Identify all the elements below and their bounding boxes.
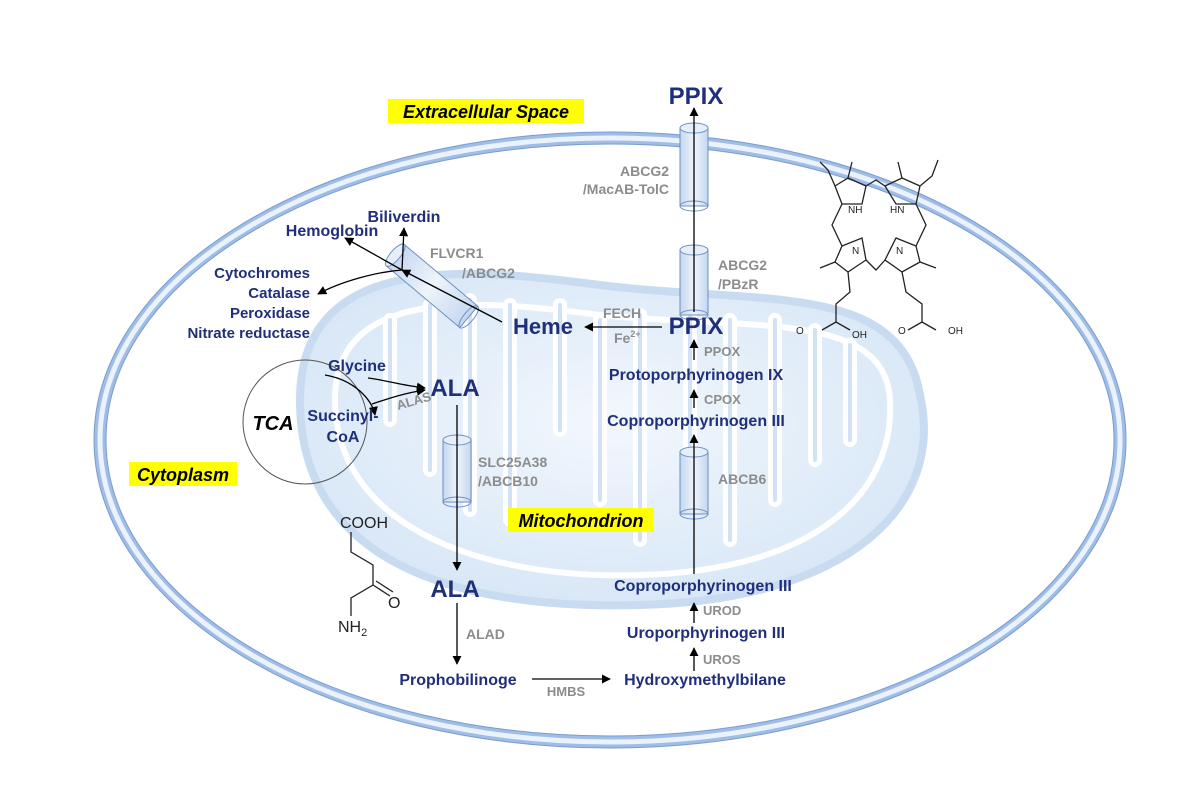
abcg2-pbzr-line2: /PBzR xyxy=(718,276,758,292)
mitochondrion-label: Mitochondrion xyxy=(519,511,644,531)
fe-label: Fe2+ xyxy=(614,329,641,346)
tca-cycle-circle xyxy=(242,359,368,485)
cytoplasm-highlight xyxy=(129,462,237,486)
oh-label-2: OH xyxy=(948,326,963,337)
fech-label: FECH xyxy=(603,305,641,321)
hemoglobin-label: Hemoglobin xyxy=(286,223,378,240)
cytoplasm-label: Cytoplasm xyxy=(137,465,229,485)
hn-label-2: HN xyxy=(890,205,904,216)
succinyl-coa-line2: CoA xyxy=(327,429,360,446)
protoporphyrin-structure: NH HN N N O OH O OH xyxy=(796,159,963,341)
peroxidase-label: Peroxidase xyxy=(230,305,310,322)
hmbs-label: HMBS xyxy=(547,684,586,699)
ala-mitochondrial: ALA xyxy=(430,375,479,402)
slc25a38-line2: /ABCB10 xyxy=(478,473,538,489)
extracellular-label: Extracellular Space xyxy=(403,102,569,122)
abcg2-pbzr-line1: ABCG2 xyxy=(718,257,767,273)
extracellular-highlight xyxy=(388,99,584,123)
cytochromes-label: Cytochromes xyxy=(214,265,310,282)
ppix-extracellular: PPIX xyxy=(669,83,724,110)
abcg2-macab-line2: /MacAB-TolC xyxy=(583,181,669,197)
abcb6-label: ABCB6 xyxy=(718,471,766,487)
flvcr1-line1: FLVCR1 xyxy=(430,245,484,261)
ppox-label: PPOX xyxy=(704,344,740,359)
urod-label: UROD xyxy=(703,603,741,618)
ppix-mitochondrial: PPIX xyxy=(669,313,724,340)
heme-label: Heme xyxy=(513,314,573,339)
uros-label: UROS xyxy=(703,652,741,667)
prophobilinogen-label: Prophobilinoge xyxy=(399,672,516,689)
coproporphyrinogen-cyto-label: Coproporphyrinogen III xyxy=(614,578,792,595)
glycine-label: Glycine xyxy=(328,358,386,375)
oh-label-1: OH xyxy=(852,330,867,341)
hydroxymethylbilane-label: Hydroxymethylbilane xyxy=(624,672,786,689)
mitochondrion-shape xyxy=(295,269,928,610)
alad-label: ALAD xyxy=(466,626,505,642)
o-label-2: O xyxy=(898,326,906,337)
n-label-1: N xyxy=(852,246,859,257)
catalase-label: Catalase xyxy=(248,285,310,302)
o-label-1: O xyxy=(796,326,804,337)
biliverdin-label: Biliverdin xyxy=(368,209,441,226)
nh2-label: NH2 xyxy=(338,619,367,639)
mitochondrion-highlight xyxy=(508,508,654,532)
pathway-arrows xyxy=(317,107,699,684)
flvcr1-line2: /ABCG2 xyxy=(462,265,515,281)
n-label-2: N xyxy=(896,246,903,257)
abcg2-macab-line1: ABCG2 xyxy=(620,163,669,179)
cpox-label: CPOX xyxy=(704,392,741,407)
nh-label-1: NH xyxy=(848,205,862,216)
ala-structure: COOH O NH2 xyxy=(338,515,400,639)
slc25a38-line1: SLC25A38 xyxy=(478,454,547,470)
ketone-o-label: O xyxy=(388,595,400,612)
ala-cytoplasmic: ALA xyxy=(430,576,479,603)
cooh-label: COOH xyxy=(340,515,388,532)
coproporphyrinogen-mito-label: Coproporphyrinogen III xyxy=(607,413,785,430)
tca-label: TCA xyxy=(252,413,293,435)
succinyl-coa-line1: Succinyl- xyxy=(307,408,378,425)
uroporphyrinogen-label: Uroporphyrinogen III xyxy=(627,625,785,642)
protoporphyrinogen-label: Protoporphyrinogen IX xyxy=(609,367,784,384)
nitrate-reductase-label: Nitrate reductase xyxy=(187,325,310,342)
